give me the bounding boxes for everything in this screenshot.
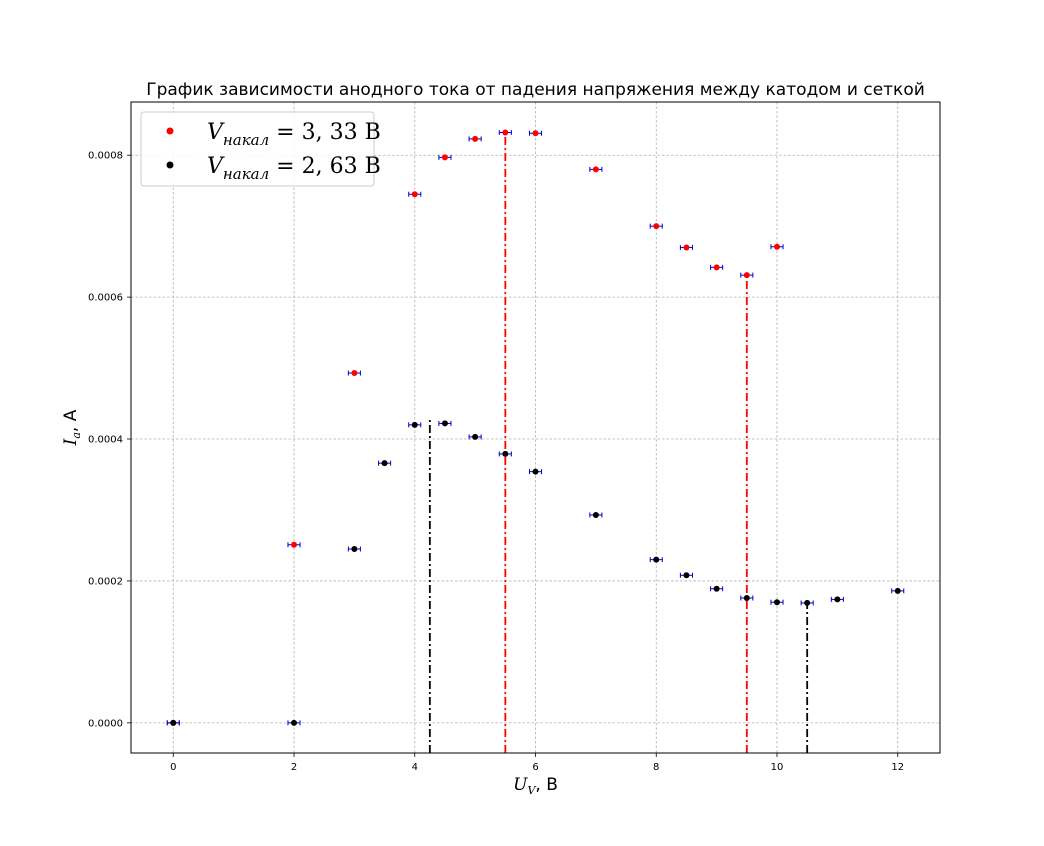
data-point-series-1 — [441, 154, 448, 161]
x-tick-label: 0 — [170, 762, 176, 773]
legend-entry-series-1: Vнакал = 3, 33 В — [207, 120, 381, 149]
data-point-series-2 — [743, 594, 750, 601]
data-point-series-2 — [351, 546, 358, 553]
legend-value-1: = 3, 33 В — [269, 120, 381, 145]
vertical-marker-lines — [428, 132, 809, 753]
data-point-series-2 — [502, 450, 509, 457]
data-point-series-2 — [291, 719, 298, 726]
x-axis-label: UV, В — [513, 775, 558, 797]
legend-symbol-2: V — [207, 154, 225, 179]
data-point-series-2 — [683, 572, 690, 579]
y-axis-subscript: a — [70, 432, 83, 439]
data-point-series-2 — [713, 585, 720, 592]
legend-box — [140, 111, 375, 187]
data-point-series-2 — [804, 599, 811, 606]
data-point-series-1 — [532, 130, 539, 137]
y-tick-label: 0.0008 — [88, 151, 123, 162]
y-tick-label: 0.0000 — [88, 718, 123, 729]
y-axis-label: Ia, А — [61, 409, 83, 446]
data-point-series-1 — [653, 223, 660, 230]
data-point-series-2 — [532, 468, 539, 475]
data-point-series-1 — [472, 135, 479, 142]
x-tick-label: 10 — [771, 762, 784, 773]
legend-symbol-1: V — [207, 120, 225, 145]
data-point-series-1 — [592, 166, 599, 173]
data-point-series-1 — [683, 244, 690, 251]
data-point-series-1 — [713, 264, 720, 271]
legend-entry-series-2: Vнакал = 2, 63 В — [207, 154, 381, 183]
legend-sub-2: накал — [223, 165, 269, 183]
data-point-series-1 — [773, 243, 780, 250]
chart-title: График зависимости анодного тока от паде… — [146, 80, 925, 100]
x-axis-ticks: 0 2 4 6 8 10 12 — [170, 753, 904, 773]
data-point-series-1 — [291, 541, 298, 548]
error-bars — [166, 130, 905, 726]
legend-sub-1: накал — [223, 131, 269, 149]
x-tick-label: 4 — [412, 762, 418, 773]
x-axis-subscript: V — [527, 784, 536, 797]
data-point-series-1 — [502, 129, 509, 136]
data-point-series-2 — [834, 596, 841, 603]
y-axis-symbol: I — [61, 438, 81, 446]
data-point-series-2 — [653, 556, 660, 563]
y-tick-label: 0.0004 — [88, 435, 123, 446]
data-point-series-1 — [411, 191, 418, 198]
data-point-series-2 — [170, 719, 177, 726]
data-point-series-2 — [894, 587, 901, 594]
legend-marker-series-1 — [166, 127, 174, 135]
x-axis-symbol: U — [513, 775, 528, 795]
data-point-series-2 — [441, 420, 448, 427]
x-tick-label: 6 — [532, 762, 538, 773]
y-axis-unit: , А — [61, 409, 81, 432]
legend-value-2: = 2, 63 В — [269, 154, 381, 179]
data-point-series-2 — [773, 599, 780, 606]
data-point-series-2 — [592, 511, 599, 518]
data-point-series-2 — [381, 460, 388, 467]
y-tick-label: 0.0006 — [88, 293, 123, 304]
y-tick-label: 0.0002 — [88, 576, 123, 587]
data-point-series-1 — [743, 272, 750, 279]
data-point-series-2 — [472, 433, 479, 440]
legend: Vнакал = 3, 33 В Vнакал = 2, 63 В — [140, 111, 381, 187]
y-axis-ticks: 0.0000 0.0002 0.0004 0.0006 0.0008 — [88, 151, 131, 729]
data-point-series-1 — [351, 370, 358, 377]
x-tick-label: 2 — [291, 762, 297, 773]
x-axis-unit: , В — [535, 775, 557, 795]
data-points — [170, 129, 901, 726]
legend-marker-series-2 — [166, 161, 174, 169]
x-tick-label: 12 — [891, 762, 904, 773]
data-point-series-2 — [411, 421, 418, 428]
x-tick-label: 8 — [653, 762, 659, 773]
